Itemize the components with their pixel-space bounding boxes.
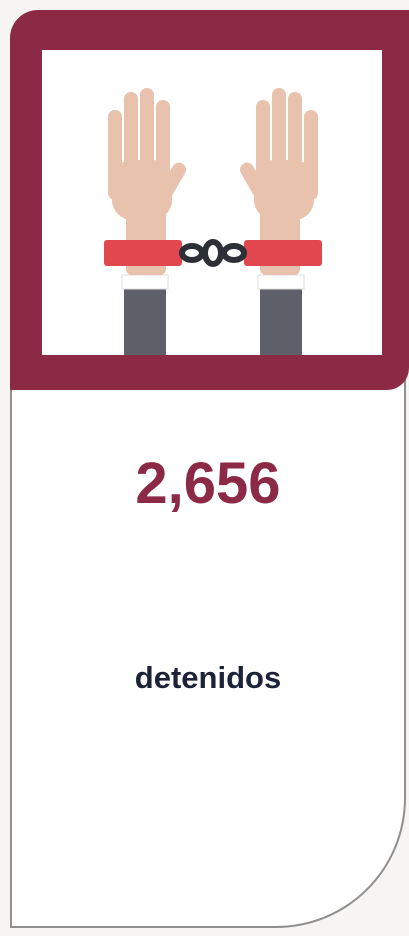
stat-value: 2,656 [10, 450, 406, 517]
illustration [42, 50, 382, 355]
handcuffs-icon [42, 50, 382, 355]
card-body [10, 360, 406, 928]
card-header [10, 10, 409, 390]
page: 2,656 detenidos {"stat": {"value": "2,65… [0, 0, 409, 936]
stat-label: detenidos [10, 660, 406, 696]
